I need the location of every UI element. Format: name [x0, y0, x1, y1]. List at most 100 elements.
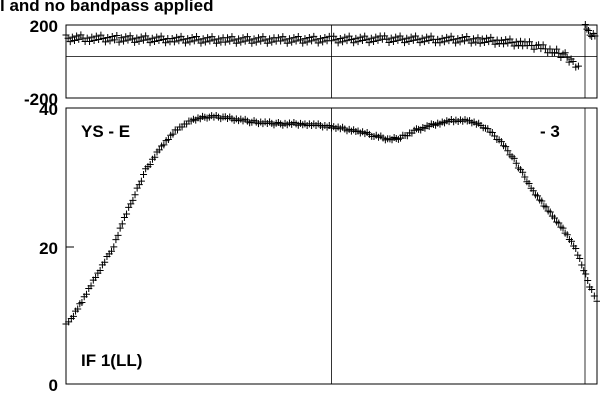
data-point [308, 37, 316, 45]
data-point [90, 36, 98, 44]
data-point [572, 245, 580, 253]
data-point [69, 312, 77, 320]
data-point [452, 39, 460, 47]
data-point [502, 143, 510, 151]
chart-title: l and no bandpass applied [0, 0, 213, 15]
data-point [106, 37, 114, 45]
data-point [237, 38, 245, 46]
data-point [389, 37, 397, 45]
y-tick-label: 0 [49, 376, 58, 395]
data-point [268, 38, 276, 46]
data-point [491, 40, 499, 48]
data-point [374, 36, 382, 44]
annotation-bg [537, 120, 573, 142]
data-point [555, 219, 563, 227]
data-point [588, 286, 596, 293]
data-point [512, 159, 520, 167]
data-point [521, 173, 529, 181]
data-point [70, 36, 78, 44]
data-point [409, 36, 417, 44]
data-point [445, 37, 453, 45]
data-point [87, 282, 95, 290]
data-point [358, 36, 366, 44]
data-point [506, 35, 514, 43]
series-0 [62, 31, 582, 71]
data-point [155, 37, 163, 45]
data-point [500, 40, 508, 48]
data-point [96, 267, 104, 275]
data-point [467, 39, 475, 47]
data-point [538, 197, 546, 205]
data-point [534, 192, 542, 200]
data-point [539, 41, 547, 49]
data-point [510, 154, 518, 162]
data-point [542, 203, 550, 211]
data-point [586, 31, 594, 39]
data-point [420, 38, 428, 46]
data-point [292, 37, 300, 45]
data-point [162, 39, 170, 47]
data-point [568, 237, 576, 245]
data-point [551, 214, 559, 222]
data-point [252, 38, 260, 46]
data-point [123, 210, 131, 218]
data-point [248, 39, 256, 47]
data-point [232, 39, 240, 47]
data-point [563, 53, 571, 61]
data-point [303, 38, 311, 46]
data-point [170, 38, 178, 46]
data-point [588, 33, 596, 41]
data-point [559, 224, 567, 232]
data-point [116, 224, 124, 232]
data-point [78, 299, 86, 307]
annotation-bg [78, 120, 145, 142]
data-point [82, 290, 90, 298]
data-point [461, 37, 469, 45]
data-point [120, 37, 128, 45]
data-point [319, 38, 327, 46]
data-point [512, 38, 520, 46]
data-point [108, 247, 116, 255]
data-point [110, 243, 118, 251]
data-point [277, 37, 285, 45]
data-point [129, 196, 137, 204]
annotation-label: - 3 [540, 122, 560, 141]
data-point [561, 49, 569, 57]
data-point [86, 37, 94, 45]
data-point [111, 36, 119, 44]
data-point [582, 270, 590, 278]
data-point [124, 36, 132, 44]
data-point [578, 261, 586, 269]
data-point [370, 38, 378, 46]
y-tick-label: 40 [39, 100, 58, 119]
data-point [405, 38, 413, 46]
data-point [401, 39, 409, 47]
data-point [288, 38, 296, 46]
data-point [456, 38, 464, 46]
data-point [101, 258, 109, 266]
data-point [491, 132, 499, 140]
data-point [95, 36, 103, 44]
data-point [66, 38, 74, 46]
data-point [590, 292, 598, 300]
data-point [502, 36, 510, 44]
data-point [472, 38, 480, 46]
data-point [593, 297, 600, 305]
y-tick-label: 200 [30, 17, 58, 36]
data-point [553, 45, 561, 53]
data-point [485, 38, 493, 46]
data-point [151, 153, 159, 161]
data-point [164, 135, 172, 143]
data-point [394, 36, 402, 44]
data-point [206, 37, 214, 45]
data-point [474, 34, 482, 42]
data-point [137, 177, 145, 185]
series-0 [62, 112, 600, 328]
data-point [508, 39, 516, 47]
data-point [525, 179, 533, 187]
data-point [504, 147, 512, 155]
data-point [440, 38, 448, 46]
data-point [581, 20, 589, 28]
annotation-bg [78, 349, 166, 371]
data-point [140, 170, 148, 178]
